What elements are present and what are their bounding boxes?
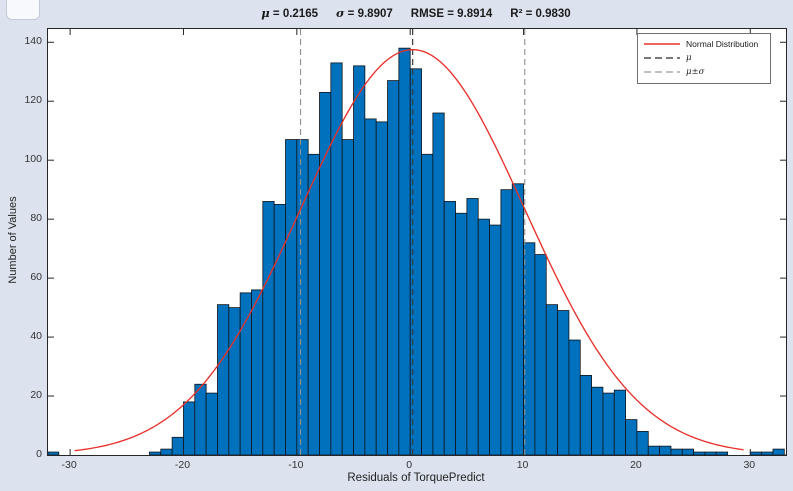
histogram-bar (477, 218, 490, 455)
histogram-bar (375, 121, 388, 455)
histogram-bar (149, 451, 162, 455)
histogram-bar (489, 224, 502, 455)
legend-sigma-dash-sample (644, 71, 680, 73)
histogram-bar (455, 212, 468, 455)
histogram-bar (625, 419, 638, 455)
legend-item-normal-distribution: Normal Distribution (644, 37, 764, 51)
histogram-bar (466, 198, 479, 455)
histogram-bar (194, 383, 207, 455)
histogram-bar (579, 374, 592, 455)
histogram-bar (183, 401, 196, 455)
normal-curve (74, 48, 744, 452)
histogram-bar (613, 389, 626, 455)
x-tick-label: 30 (743, 459, 756, 471)
histogram-bar (239, 292, 252, 455)
histogram-bar (421, 153, 434, 455)
histogram-bar (511, 183, 524, 455)
y-tick-label: 20 (30, 389, 42, 402)
histogram-bar (568, 339, 581, 455)
histogram-bar (761, 451, 774, 455)
plot-area (47, 28, 787, 456)
y-tick-label: 120 (24, 94, 42, 107)
x-tick-label: 20 (630, 459, 642, 471)
histogram-bar (171, 436, 184, 455)
histogram-bar (670, 448, 683, 455)
histogram-bar (715, 451, 729, 455)
histogram-bar (432, 112, 445, 455)
histogram-bar (681, 448, 695, 455)
chart-title: μ = 0.2165 σ = 9.8907 RMSE = 9.8914 R² = 0.… (47, 6, 785, 20)
histogram-bar (341, 139, 354, 455)
x-tick-label: -30 (61, 459, 77, 471)
x-axis-label: Residuals of TorquePredict (347, 472, 485, 484)
legend-item-mu: μ (644, 51, 764, 65)
histogram-bar (545, 304, 558, 455)
title-r2-stat: R² = 0.9830 (510, 8, 571, 20)
histogram-bar (704, 451, 717, 455)
histogram-bar (353, 65, 366, 455)
x-tick-label: -20 (174, 459, 191, 471)
histogram-bar (307, 153, 320, 455)
legend[interactable]: Normal Distribution μ μ±σ (637, 33, 771, 84)
histogram-bar (285, 139, 298, 455)
histogram-bar (364, 118, 377, 455)
title-rmse-stat: RMSE = 9.8914 (410, 8, 493, 20)
histogram-bar (443, 201, 456, 455)
x-tick-label: 0 (406, 459, 413, 471)
histogram-bar (205, 392, 218, 455)
legend-item-mu-sigma: μ±σ (644, 65, 764, 79)
histogram-bar (262, 201, 275, 455)
histogram-bar (273, 204, 286, 455)
histogram-bar (217, 304, 230, 455)
histogram-bar (387, 80, 400, 455)
histogram-bar (251, 289, 264, 455)
histogram-bar (557, 310, 570, 455)
histogram-bar (500, 189, 513, 455)
y-tick-label: 0 (36, 448, 42, 460)
y-tick-label: 40 (30, 330, 42, 343)
histogram-bar (647, 445, 661, 455)
histogram-bar (591, 386, 604, 455)
histogram-bar (772, 448, 785, 455)
x-tick-label: 10 (516, 459, 529, 471)
histogram-bar (602, 392, 615, 455)
histogram-bar (693, 451, 706, 455)
histogram-bar (160, 448, 173, 455)
title-sigma-stat: σ = 9.8907 (336, 6, 393, 20)
histogram-bar (409, 68, 422, 455)
histogram-bar (398, 47, 411, 455)
histogram-bar (659, 445, 672, 455)
axes-toolbar-button[interactable] (6, 0, 40, 20)
histogram-bar (749, 451, 763, 455)
histogram-bar (330, 62, 343, 455)
y-tick-label: 60 (30, 271, 42, 284)
histogram-bar (296, 139, 309, 455)
y-axis-label: Number of Values (7, 196, 19, 284)
y-tick-label: 100 (24, 153, 42, 166)
x-tick-label: -10 (288, 459, 304, 471)
histogram-bar (534, 254, 547, 455)
y-tick-label: 140 (24, 35, 42, 48)
legend-mu-dash-sample (644, 57, 680, 59)
histogram-bar (636, 431, 649, 455)
histogram-bar (228, 307, 241, 455)
title-mu-stat: μ = 0.2165 (261, 6, 318, 20)
histogram-canvas (48, 29, 786, 455)
y-tick-label: 80 (30, 212, 42, 225)
legend-solid-line-sample (644, 43, 680, 45)
